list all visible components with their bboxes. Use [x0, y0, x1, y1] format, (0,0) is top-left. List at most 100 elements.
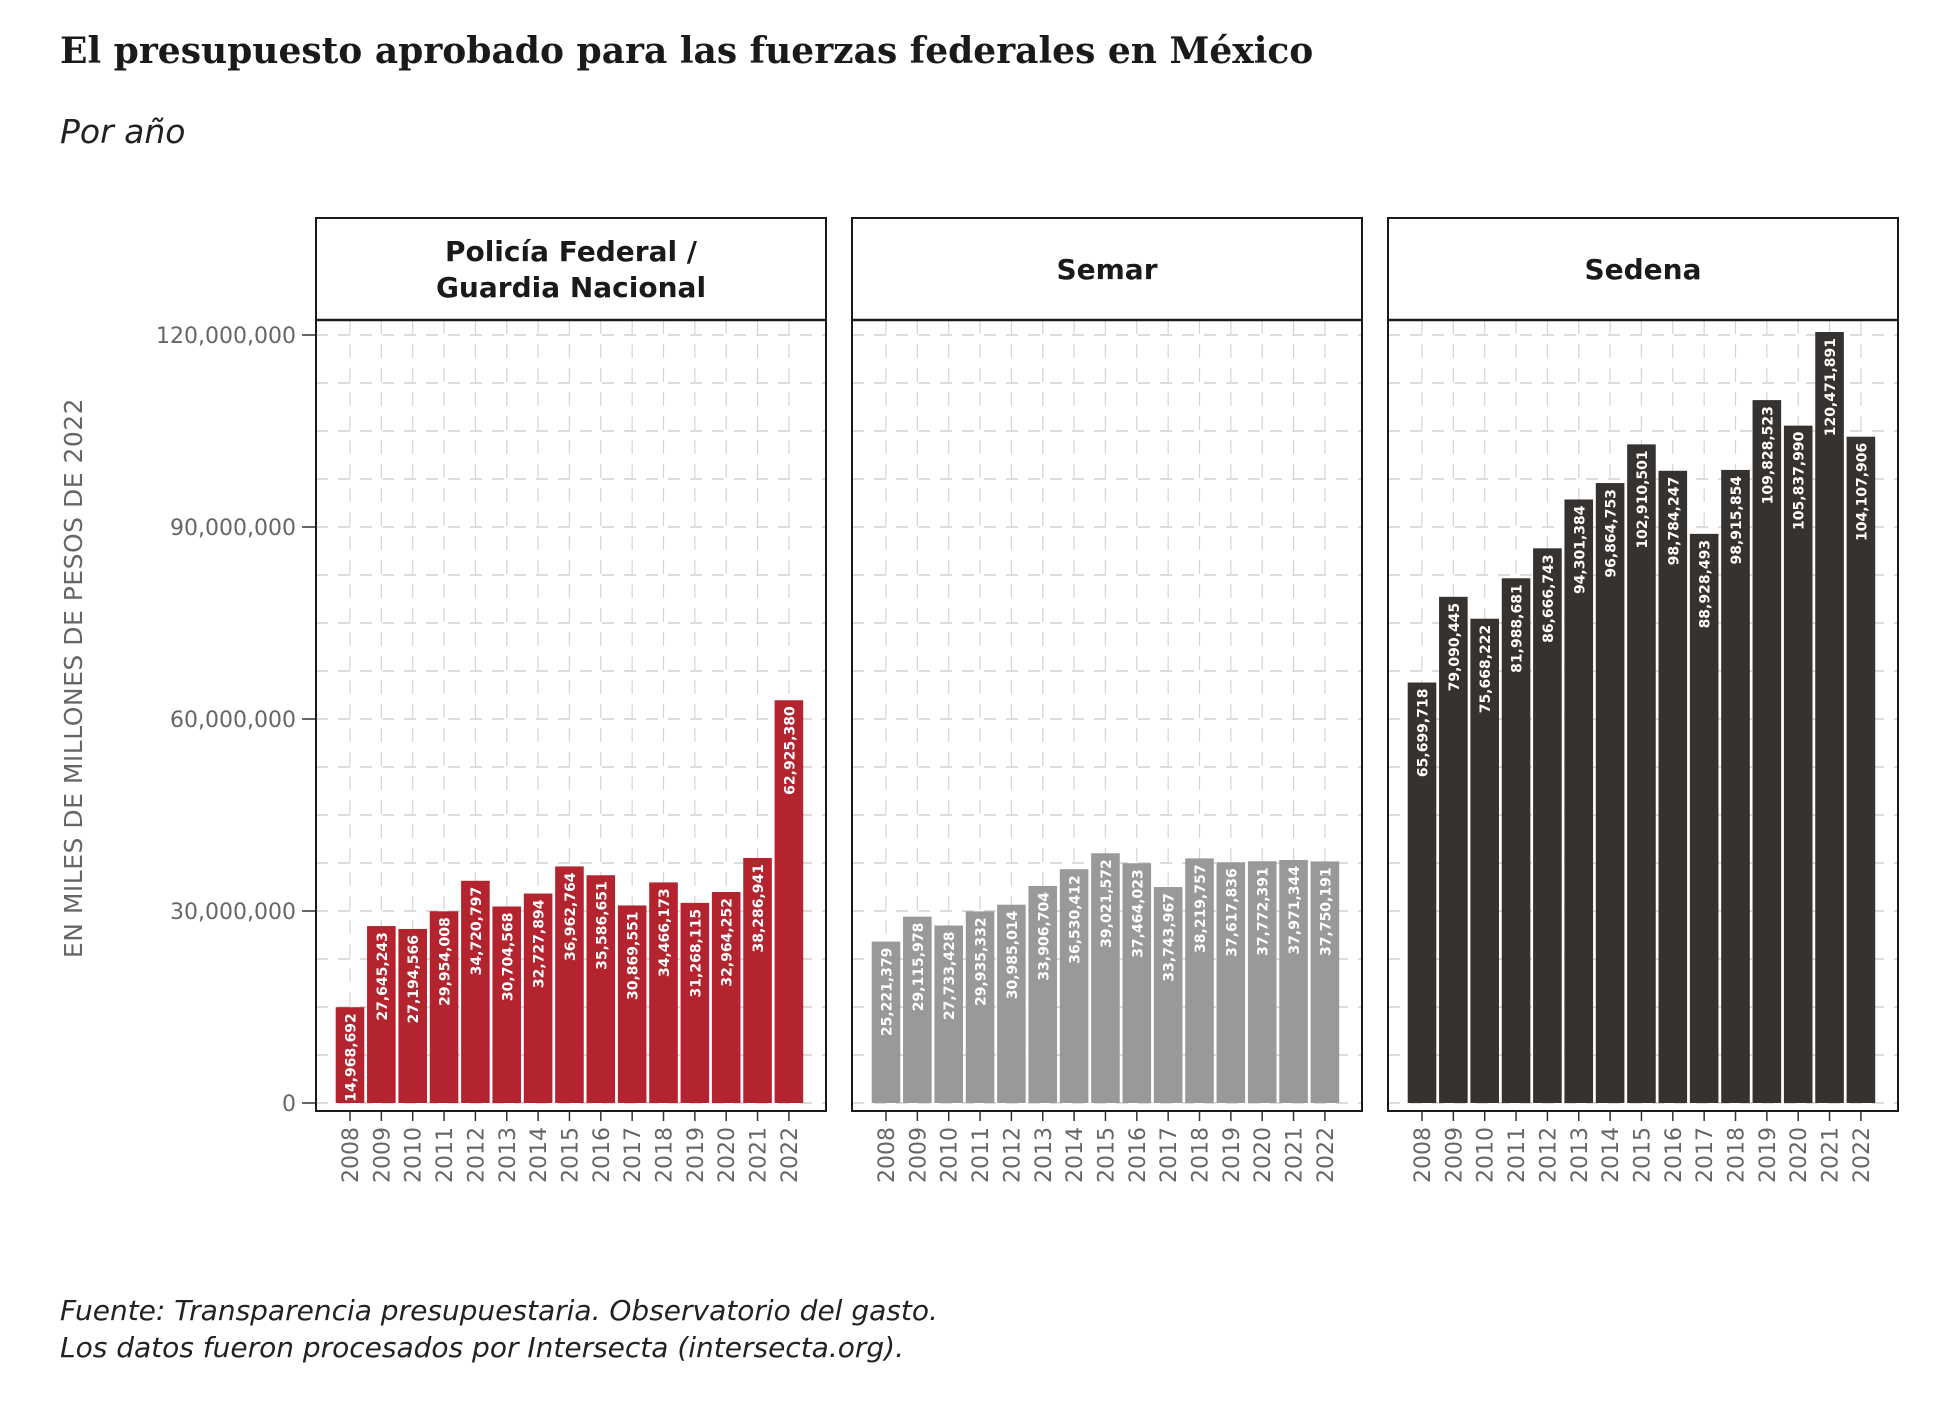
- bar-value-label: 32,727,894: [532, 899, 548, 988]
- y-tick-label: 90,000,000: [170, 516, 296, 541]
- bar: [1815, 331, 1844, 1104]
- x-tick-label: 2012: [1000, 1127, 1025, 1183]
- bar-value-label: 36,962,764: [563, 872, 579, 961]
- bar-value-label: 32,964,252: [720, 898, 736, 987]
- bar: [1658, 470, 1688, 1103]
- bar-value-label: 35,586,651: [594, 881, 610, 970]
- y-tick-label: 0: [282, 1092, 296, 1117]
- x-tick-label: 2012: [464, 1127, 489, 1183]
- bar-value-label: 34,720,797: [469, 887, 485, 976]
- x-tick-label: 2013: [1568, 1127, 1593, 1183]
- panel-title: Policía Federal /: [445, 235, 698, 268]
- bar-value-label: 38,286,941: [751, 864, 767, 953]
- bar: [1783, 425, 1813, 1104]
- caption-credit: Los datos fueron procesados por Intersec…: [60, 1331, 904, 1364]
- x-tick-label: 2015: [1094, 1127, 1119, 1183]
- x-tick-label: 2021: [1819, 1127, 1844, 1183]
- caption-source: Fuente: Transparencia presupuestaria. Ob…: [60, 1294, 938, 1327]
- bar: [1501, 578, 1531, 1103]
- panel-frame: [315, 319, 827, 1112]
- x-tick-label: 2009: [906, 1127, 931, 1183]
- x-tick-label: 2013: [496, 1127, 521, 1183]
- bar-value-label: 31,268,115: [688, 909, 704, 998]
- bar: [1247, 861, 1277, 1103]
- bar: [429, 911, 459, 1103]
- chart-caption: Fuente: Transparencia presupuestaria. Ob…: [60, 1292, 938, 1366]
- bar: [1752, 400, 1782, 1104]
- bar-value-label: 37,750,191: [1318, 867, 1334, 956]
- x-tick-label: 2016: [1126, 1127, 1151, 1183]
- bar-value-label: 30,869,551: [626, 911, 642, 1000]
- bar: [1595, 483, 1625, 1104]
- bar: [1470, 618, 1499, 1103]
- x-tick-label: 2013: [1032, 1127, 1057, 1183]
- bar: [1059, 869, 1089, 1103]
- bar: [1846, 436, 1876, 1103]
- bar: [1627, 444, 1656, 1103]
- bar: [555, 866, 584, 1103]
- bar-value-label: 29,954,008: [438, 917, 454, 1006]
- x-tick-label: 2010: [1474, 1127, 1499, 1183]
- y-tick-label: 60,000,000: [170, 708, 296, 733]
- bar: [1564, 499, 1594, 1103]
- x-tick-label: 2011: [1505, 1127, 1530, 1183]
- bar-value-label: 79,090,445: [1447, 603, 1463, 692]
- chart-title: El presupuesto aprobado para las fuerzas…: [60, 30, 1314, 72]
- bar: [997, 904, 1026, 1103]
- x-tick-label: 2022: [1850, 1127, 1875, 1183]
- bar: [649, 882, 678, 1103]
- bar: [743, 857, 772, 1103]
- panel-title: Sedena: [1584, 253, 1701, 286]
- bar: [1439, 596, 1468, 1103]
- bar: [523, 893, 553, 1103]
- bar-value-label: 37,617,836: [1224, 868, 1240, 957]
- panel-title: Guardia Nacional: [436, 271, 706, 304]
- x-tick-label: 2014: [527, 1127, 552, 1183]
- bar-value-label: 94,301,384: [1572, 505, 1588, 594]
- bar-value-label: 37,464,023: [1130, 869, 1146, 958]
- x-tick-label: 2022: [778, 1127, 803, 1183]
- bar-value-label: 27,645,243: [375, 932, 391, 1021]
- bar-value-label: 75,668,222: [1478, 625, 1494, 714]
- bar: [1407, 682, 1437, 1103]
- bar: [1185, 858, 1214, 1103]
- x-tick-label: 2017: [1693, 1127, 1718, 1183]
- x-tick-label: 2011: [433, 1127, 458, 1183]
- panel-strip: [851, 217, 1363, 321]
- x-tick-label: 2014: [1599, 1127, 1624, 1183]
- bar-value-label: 25,221,379: [880, 948, 896, 1037]
- bar: [1028, 885, 1058, 1103]
- bar-value-label: 98,915,854: [1729, 476, 1745, 565]
- bar: [1689, 533, 1719, 1103]
- x-tick-label: 2018: [1189, 1127, 1214, 1183]
- x-tick-label: 2021: [747, 1127, 772, 1183]
- bar-value-label: 30,704,568: [500, 912, 516, 1001]
- bar: [398, 928, 427, 1103]
- bar: [1721, 469, 1750, 1103]
- x-tick-label: 2009: [1442, 1127, 1467, 1183]
- x-tick-label: 2010: [402, 1127, 427, 1183]
- bar-value-label: 62,925,380: [782, 706, 798, 795]
- x-tick-label: 2011: [969, 1127, 994, 1183]
- bar-value-label: 33,906,704: [1036, 892, 1052, 981]
- x-tick-label: 2019: [1756, 1127, 1781, 1183]
- bar-value-label: 39,021,572: [1099, 859, 1115, 948]
- bar-value-label: 14,968,692: [344, 1013, 360, 1102]
- x-tick-label: 2020: [1787, 1127, 1812, 1183]
- x-tick-label: 2012: [1536, 1127, 1561, 1183]
- bar-value-label: 65,699,718: [1416, 689, 1432, 778]
- bar-value-label: 27,733,428: [942, 932, 958, 1021]
- bar: [711, 892, 741, 1103]
- panel-title: Semar: [1056, 253, 1157, 286]
- y-axis-label: EN MILES DE MILLONES DE PESOS DE 2022: [59, 398, 88, 958]
- bar: [335, 1007, 365, 1103]
- x-tick-label: 2020: [1251, 1127, 1276, 1183]
- bar: [934, 925, 963, 1103]
- bar-value-label: 27,194,566: [406, 935, 422, 1024]
- bar-value-label: 29,115,978: [911, 923, 927, 1012]
- bar: [903, 916, 932, 1103]
- bar-value-label: 37,971,344: [1287, 866, 1303, 955]
- bar: [492, 906, 522, 1103]
- bar-value-label: 33,743,967: [1162, 893, 1178, 982]
